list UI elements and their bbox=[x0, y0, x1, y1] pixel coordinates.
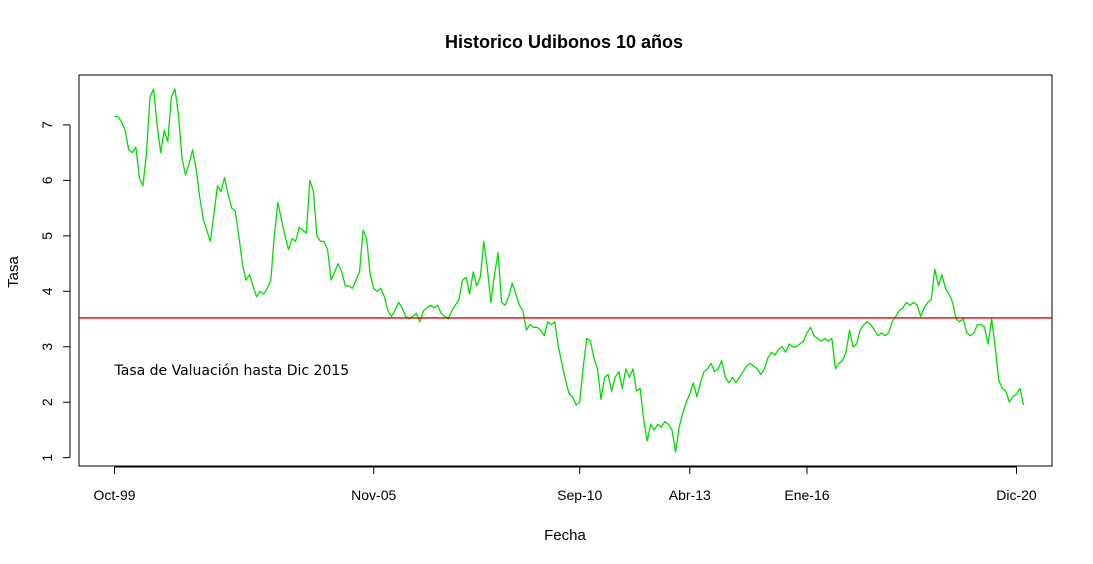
y-tick-label: 5 bbox=[39, 232, 55, 240]
x-tick-label: Nov-05 bbox=[351, 487, 396, 503]
x-tick-label: Dic-20 bbox=[996, 487, 1037, 503]
x-tick-label: Oct-99 bbox=[94, 487, 136, 503]
y-tick-label: 1 bbox=[39, 454, 55, 462]
y-tick-label: 6 bbox=[39, 176, 55, 184]
chart-title: Historico Udibonos 10 años bbox=[445, 32, 683, 52]
tasa-series-line bbox=[114, 88, 1025, 453]
y-tick-label: 7 bbox=[39, 121, 55, 129]
x-tick-label: Sep-10 bbox=[557, 487, 602, 503]
y-tick-label: 2 bbox=[39, 398, 55, 406]
x-axis-label: Fecha bbox=[544, 527, 586, 544]
x-tick-label: Ene-16 bbox=[784, 487, 829, 503]
x-axis: Oct-99 Nov-05 Sep-10 Abr-13 Ene-16 Dic-20 bbox=[94, 466, 1037, 503]
plot-frame bbox=[78, 74, 1053, 467]
y-tick-label: 4 bbox=[39, 287, 55, 295]
y-tick-label: 3 bbox=[39, 343, 55, 351]
valuation-rate-annotation: Tasa de Valuación hasta Dic 2015 bbox=[114, 363, 350, 379]
y-axis: 1 2 3 4 5 6 7 bbox=[39, 121, 71, 462]
x-tick-label: Abr-13 bbox=[669, 487, 711, 503]
y-axis-label: Tasa bbox=[5, 256, 22, 288]
series-layer bbox=[79, 88, 1052, 453]
